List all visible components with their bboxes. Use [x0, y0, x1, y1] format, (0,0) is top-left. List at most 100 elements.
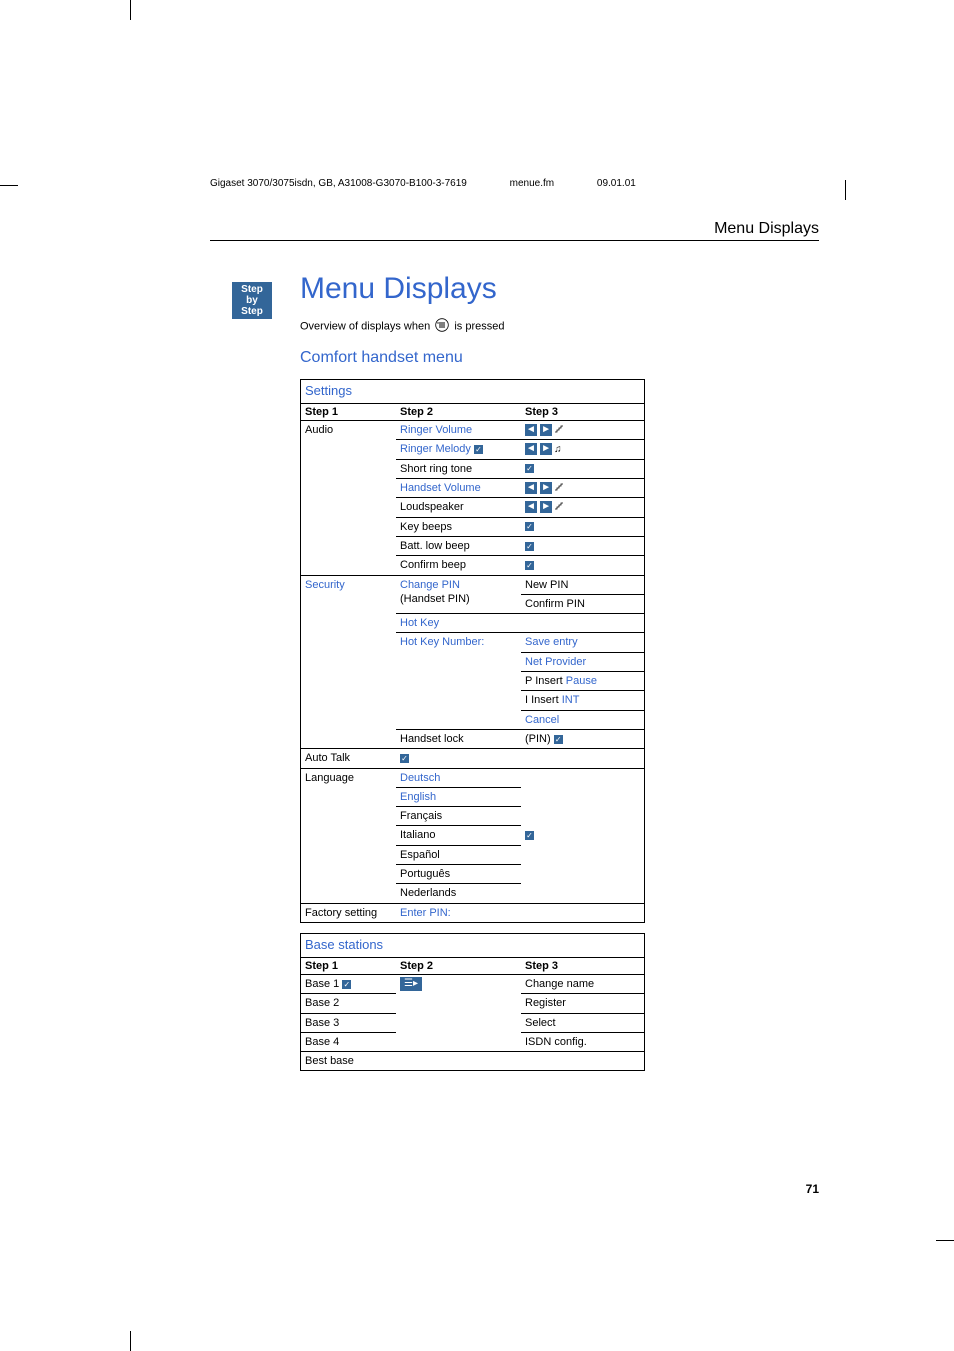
left-arrow-icon: ◄	[525, 482, 537, 494]
settings-table: Settings Step 1 Step 2 Step 3 Audio Ring…	[300, 379, 645, 923]
cell-audio: Audio	[301, 421, 396, 576]
cell-step3: ✓	[521, 459, 644, 478]
cell-confirm-beep: Confirm beep	[396, 556, 521, 575]
cell-empty	[521, 749, 644, 768]
label: Ringer Melody	[400, 443, 474, 455]
cell-lang-item: Nederlands	[396, 884, 521, 903]
label: Pause	[566, 675, 597, 687]
base-stations-table: Base stations Step 1 Step 2 Step 3 Base …	[300, 933, 645, 1071]
cell-base1: Base 1 ✓	[301, 974, 396, 993]
cell-short-ring: Short ring tone	[396, 459, 521, 478]
label: INT	[562, 694, 580, 706]
check-icon: ✓	[400, 754, 409, 763]
cell-list-icon: ☰▸	[396, 974, 521, 1051]
signal-icon	[554, 500, 568, 514]
right-arrow-icon: ►	[540, 501, 552, 513]
cell-save-entry: Save entry	[521, 633, 644, 652]
cell-empty	[521, 903, 644, 922]
page-title: Menu Displays	[300, 272, 819, 306]
table-header-row: Step 1 Step 2 Step 3	[301, 404, 644, 421]
cell-factory: Factory setting	[301, 903, 396, 922]
table-row: Base 1 ✓ ☰▸ Change name	[301, 974, 644, 993]
col-step3: Step 3	[521, 404, 644, 421]
cell-step3: ◄ ►	[521, 421, 644, 440]
cell-isdn: ISDN config.	[521, 1032, 644, 1051]
cell-step3-lang: ✓	[521, 768, 644, 903]
comfort-heading: Comfort handset menu	[300, 349, 819, 367]
label: P Insert	[525, 675, 566, 687]
cell-p-insert: P Insert Pause	[521, 672, 644, 691]
cell-security: Security	[301, 575, 396, 749]
page-header: Gigaset 3070/3075isdn, GB, A31008-G3070-…	[210, 178, 819, 189]
label: English	[400, 791, 436, 803]
list-menu-icon: ☰▸	[400, 977, 422, 991]
cell-change-name: Change name	[521, 974, 644, 993]
label: Net Provider	[525, 656, 586, 668]
label: Deutsch	[400, 772, 440, 784]
col-step3: Step 3	[521, 957, 644, 974]
left-arrow-icon: ◄	[525, 424, 537, 436]
cell-language: Language	[301, 768, 396, 903]
label: Cancel	[525, 714, 559, 726]
col-step2: Step 2	[396, 957, 521, 974]
label: Security	[305, 579, 345, 591]
right-arrow-icon: ►	[540, 424, 552, 436]
crop-mark	[936, 1240, 954, 1241]
cell-base2: Base 2	[301, 994, 396, 1013]
left-arrow-icon: ◄	[525, 443, 537, 455]
check-icon: ✓	[525, 561, 534, 570]
check-icon: ✓	[554, 735, 563, 744]
cell-empty	[521, 614, 644, 633]
badge-line: Step	[232, 306, 272, 317]
cell-step3: ◄ ►♫	[521, 440, 644, 459]
cell-i-insert: I Insert INT	[521, 691, 644, 710]
check-icon: ✓	[342, 980, 351, 989]
crop-mark	[130, 1331, 131, 1351]
cell-select: Select	[521, 1013, 644, 1032]
cell-hot-key-number: Hot Key Number:	[396, 633, 521, 729]
header-mid: menue.fm	[510, 178, 554, 189]
cell-lang-item: English	[396, 787, 521, 806]
check-icon: ✓	[525, 522, 534, 531]
signal-icon	[554, 481, 568, 495]
cell-change-pin: Change PIN (Handset PIN)	[396, 575, 521, 614]
cell-ringer-volume: Ringer Volume	[396, 421, 521, 440]
right-arrow-icon: ►	[540, 482, 552, 494]
table-row: Best base	[301, 1052, 644, 1071]
label: Base 1	[305, 978, 342, 990]
table-row: Security Change PIN (Handset PIN) New PI…	[301, 575, 644, 594]
label: Enter PIN:	[400, 907, 451, 919]
cell-step3: ✓	[521, 556, 644, 575]
cell-pin: (PIN) ✓	[521, 729, 644, 748]
overview-post: is pressed	[454, 320, 504, 332]
overview-text: Overview of displays when is pressed	[300, 318, 819, 335]
step-by-step-badge: Step by Step	[232, 282, 272, 319]
crop-mark	[845, 180, 846, 200]
label: I Insert	[525, 694, 562, 706]
badge-line: Step	[232, 284, 272, 295]
cell-cancel: Cancel	[521, 710, 644, 729]
running-head: Menu Displays	[714, 220, 819, 238]
music-note-icon: ♫	[554, 444, 562, 455]
cell-lang-item: Português	[396, 865, 521, 884]
cell-base3: Base 3	[301, 1013, 396, 1032]
table-row: Auto Talk ✓	[301, 749, 644, 768]
label: Handset Volume	[400, 482, 481, 494]
cell-net-provider: Net Provider	[521, 652, 644, 671]
cell-lang-item: Deutsch	[396, 768, 521, 787]
cell-loudspeaker: Loudspeaker	[396, 498, 521, 517]
cell-best-base: Best base	[301, 1052, 396, 1071]
cell-auto-talk: Auto Talk	[301, 749, 396, 768]
col-step1: Step 1	[301, 957, 396, 974]
label: (PIN)	[525, 733, 554, 745]
label-sub: (Handset PIN)	[400, 593, 470, 605]
cell-ringer-melody: Ringer Melody ✓	[396, 440, 521, 459]
label: Save entry	[525, 636, 578, 648]
content-area: Menu Displays Overview of displays when …	[300, 272, 819, 1081]
label: Hot Key Number:	[400, 636, 484, 648]
table-row: Language Deutsch ✓	[301, 768, 644, 787]
right-arrow-icon: ►	[540, 443, 552, 455]
crop-mark	[0, 185, 18, 186]
check-icon: ✓	[525, 542, 534, 551]
cell-step3: ◄ ►	[521, 498, 644, 517]
